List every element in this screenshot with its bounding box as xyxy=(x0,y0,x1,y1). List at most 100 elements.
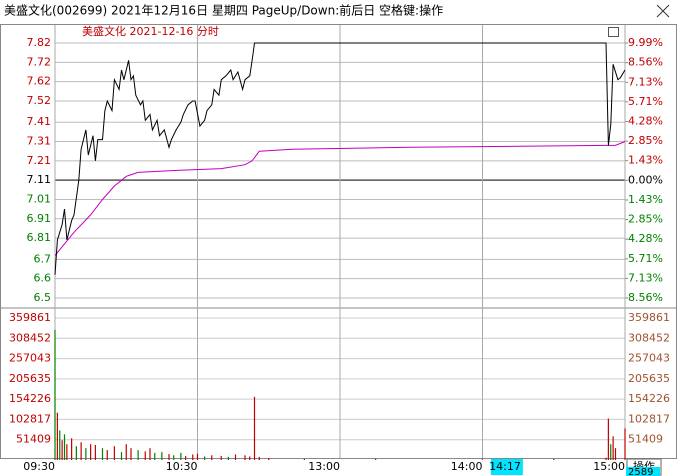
y-tick-label: 7.41 xyxy=(27,115,52,128)
y2-tick-label: 308452 xyxy=(628,331,670,344)
y2-tick-label: 154226 xyxy=(628,392,670,405)
cursor-value-box xyxy=(626,467,660,476)
volume-bar xyxy=(173,455,175,460)
volume-bar xyxy=(125,444,127,460)
y2-tick-label: 205635 xyxy=(628,372,670,385)
y-tick-label: 7.11 xyxy=(27,173,52,186)
y2-tick-label: 5.71% xyxy=(628,252,663,265)
volume-bar xyxy=(249,456,251,460)
y-tick-label: 7.31 xyxy=(27,135,52,148)
volume-bar xyxy=(192,454,194,460)
volume-bar xyxy=(137,450,139,460)
y-tick-label: 7.72 xyxy=(27,55,52,68)
volume-bar xyxy=(80,442,82,460)
y-tick-label: 359861 xyxy=(9,311,51,324)
volume-bar xyxy=(168,454,170,460)
y-tick-label: 7.52 xyxy=(27,94,52,107)
x-tick-label: 15:00 xyxy=(593,460,625,473)
volume-bar xyxy=(71,438,73,460)
volume-bar xyxy=(101,448,104,460)
volume-bar xyxy=(54,329,56,460)
volume-bar xyxy=(268,458,270,460)
volume-bar xyxy=(607,418,609,460)
y2-tick-label: 1.43% xyxy=(628,193,663,206)
volume-bar xyxy=(154,452,156,460)
volume-bar xyxy=(149,448,151,460)
y-tick-label: 7.21 xyxy=(27,154,52,167)
volume-bar xyxy=(75,446,77,460)
close-button[interactable] xyxy=(656,4,670,18)
y-tick-label: 308452 xyxy=(9,331,51,344)
volume-bar xyxy=(161,452,163,460)
volume-bar xyxy=(227,456,229,460)
expand-button[interactable] xyxy=(608,27,619,37)
volume-bar xyxy=(185,456,187,460)
y2-tick-label: 257043 xyxy=(628,352,670,365)
y-tick-label: 6.7 xyxy=(34,252,52,265)
y-tick-label: 51409 xyxy=(16,433,51,446)
y2-tick-label: 7.13% xyxy=(628,75,663,88)
y2-tick-label: 2.85% xyxy=(628,213,663,226)
volume-bar xyxy=(375,458,377,460)
y2-tick-label: 8.56% xyxy=(628,291,663,304)
price-line xyxy=(54,42,626,275)
x-tick-label: 14:00 xyxy=(451,460,483,473)
x-tick-label: 09:30 xyxy=(23,460,55,473)
volume-bar xyxy=(94,445,96,460)
volume-bar xyxy=(258,456,260,460)
y-tick-label: 6.81 xyxy=(27,231,52,244)
cursor-time-box xyxy=(490,459,523,475)
volume-bar xyxy=(61,440,63,460)
volume-bar xyxy=(56,412,58,460)
volume-bar xyxy=(90,444,92,460)
volume-bar xyxy=(63,434,66,460)
volume-bar xyxy=(614,448,617,460)
volume-bar xyxy=(144,451,146,460)
y-tick-label: 7.82 xyxy=(27,36,52,49)
x-tick-label: 10:30 xyxy=(166,460,198,473)
y2-tick-label: 102817 xyxy=(628,412,670,425)
volume-bar xyxy=(234,454,237,460)
title-bar xyxy=(0,0,677,22)
volume-bar xyxy=(130,448,132,460)
volume-bar xyxy=(624,428,626,460)
volume-bar xyxy=(113,446,115,460)
volume-bar xyxy=(220,456,222,460)
volume-bar xyxy=(553,459,555,460)
y2-tick-label: 51409 xyxy=(628,433,663,446)
chart-frame xyxy=(0,24,677,459)
y-tick-label: 6.5 xyxy=(34,291,52,304)
volume-bar xyxy=(211,455,213,460)
volume-bar xyxy=(612,436,614,460)
volume-bar xyxy=(303,458,305,460)
volume-bar xyxy=(244,455,246,460)
volume-bar xyxy=(120,452,123,460)
y2-tick-label: 2.85% xyxy=(628,134,663,147)
volume-bar xyxy=(66,444,68,460)
volume-bar xyxy=(605,457,607,460)
y-tick-label: 7.62 xyxy=(27,75,52,88)
x-tick-label: 13:00 xyxy=(308,460,340,473)
y2-tick-label: 7.13% xyxy=(628,271,663,284)
volume-bar xyxy=(106,450,108,460)
y2-tick-label: 4.28% xyxy=(628,232,663,245)
y-tick-label: 6.6 xyxy=(34,272,52,285)
y-tick-label: 102817 xyxy=(9,412,51,425)
y2-tick-label: 359861 xyxy=(628,311,670,324)
y2-tick-label: 9.99% xyxy=(628,36,663,49)
volume-bar xyxy=(59,430,61,460)
y-tick-label: 205635 xyxy=(9,372,51,385)
y2-tick-label: 1.43% xyxy=(628,154,663,167)
y2-tick-label: 4.28% xyxy=(628,114,663,127)
y2-tick-label: 5.71% xyxy=(628,95,663,108)
cursor-value: 2589 xyxy=(628,467,653,476)
y2-tick-label: 8.56% xyxy=(628,56,663,69)
average-line xyxy=(54,141,626,256)
y-tick-label: 154226 xyxy=(9,392,51,405)
y-tick-label: 257043 xyxy=(9,352,51,365)
volume-bar xyxy=(180,452,182,460)
y-tick-label: 7.01 xyxy=(27,192,52,205)
volume-bar xyxy=(253,396,256,460)
volume-bar xyxy=(196,453,199,460)
